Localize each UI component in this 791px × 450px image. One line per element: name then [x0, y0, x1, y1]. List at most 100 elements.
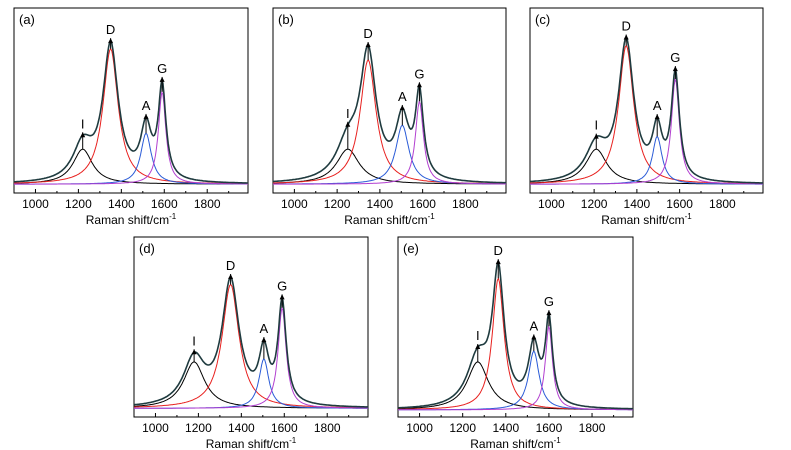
x-tick-label: 1800 — [314, 421, 341, 435]
peak-label-I: I — [346, 106, 350, 121]
peak-curve-A — [398, 350, 634, 411]
panel-label: (c) — [535, 12, 550, 27]
peak-curve-A — [273, 124, 506, 185]
x-axis-label-text: Raman shift/cm — [206, 437, 289, 450]
fit-envelope-curve — [398, 260, 633, 410]
annotation-arrowhead-D — [623, 34, 629, 40]
peak-curve-D — [272, 59, 506, 185]
x-tick-label: 1000 — [22, 197, 49, 211]
peak-label-A: A — [260, 321, 269, 336]
annotation-arrowhead-A — [261, 337, 267, 343]
panel-d: 1000 1200 1400 1600 1800 Raman shift/cm-1 (d) I… — [133, 236, 369, 450]
annotation-arrowhead-I — [593, 133, 599, 139]
panel-label: (a) — [19, 12, 35, 27]
panel-e: 1000 1200 1400 1600 1800 Raman shift/cm-1 (e) I… — [397, 236, 634, 450]
x-axis-label-superscript: -1 — [554, 436, 562, 445]
peak-label-G: G — [277, 278, 287, 293]
peak-label-I: I — [81, 116, 85, 131]
x-axis-label-superscript: -1 — [169, 212, 177, 221]
x-tick-label: 1800 — [452, 197, 479, 211]
x-tick-label: 1400 — [624, 197, 651, 211]
x-tick-label: 1800 — [709, 197, 736, 211]
x-tick-label: 1600 — [536, 421, 563, 435]
panel-label: (e) — [403, 241, 419, 256]
x-tick-label: 1000 — [406, 421, 433, 435]
peak-curve-G — [273, 100, 506, 185]
annotation-arrowhead-I — [475, 344, 481, 350]
panel-a: 1000 1200 1400 1600 1800 Raman shift/cm-1 (a) I… — [13, 7, 249, 227]
annotation-arrowhead-D — [108, 38, 114, 44]
annotation-arrowhead-G — [279, 294, 285, 300]
x-tick-label: 1400 — [228, 421, 255, 435]
peak-curve-G — [530, 77, 763, 185]
peak-label-A: A — [529, 318, 538, 333]
x-axis-label-text: Raman shift/cm — [344, 213, 427, 227]
x-axis-label-superscript: -1 — [685, 212, 693, 221]
fit-envelope-curve — [14, 40, 248, 184]
annotation-arrowhead-I — [345, 121, 351, 127]
x-tick-label: 1200 — [581, 197, 608, 211]
annotation-arrowhead-I — [191, 349, 197, 355]
annotation-arrowhead-G — [546, 310, 552, 316]
x-tick-label: 1800 — [194, 197, 221, 211]
x-tick-label: 1600 — [409, 197, 436, 211]
annotation-arrowhead-D — [228, 273, 234, 279]
x-tick-label: 1400 — [108, 197, 135, 211]
x-axis-label: Raman shift/cm-1 — [470, 436, 561, 450]
peak-curve-G — [134, 306, 368, 409]
peak-label-G: G — [544, 294, 554, 309]
peak-label-I: I — [192, 333, 196, 348]
panel-label: (b) — [278, 12, 294, 27]
plot-frame — [272, 7, 507, 194]
peak-curve-I — [133, 361, 368, 409]
x-axis-label: Raman shift/cm-1 — [344, 212, 435, 227]
panel-b: 1000 1200 1400 1600 1800 Raman shift/cm-1 (b) I… — [272, 7, 507, 227]
x-axis-label-superscript: -1 — [428, 212, 436, 221]
annotation-arrowhead-A — [399, 104, 405, 110]
panel-label: (d) — [139, 241, 155, 256]
peak-curve-D — [14, 48, 248, 185]
peak-label-D: D — [494, 243, 503, 258]
peak-curve-I — [529, 148, 763, 185]
peak-label-G: G — [414, 66, 424, 81]
x-axis-label-text: Raman shift/cm — [86, 213, 169, 227]
plot-frame — [13, 7, 249, 194]
peak-label-A: A — [653, 98, 662, 113]
plot-frame — [397, 236, 634, 418]
peak-label-I: I — [476, 328, 480, 343]
peak-label-A: A — [398, 89, 407, 104]
x-tick-label: 1000 — [142, 421, 169, 435]
x-tick-label: 1000 — [281, 197, 308, 211]
annotation-arrowhead-A — [143, 113, 149, 119]
annotation-arrowhead-A — [654, 114, 660, 120]
peak-curve-D — [530, 44, 763, 185]
x-axis-label: Raman shift/cm-1 — [206, 436, 297, 450]
x-tick-label: 1200 — [185, 421, 212, 435]
peak-label-D: D — [363, 26, 372, 41]
x-axis-label-text: Raman shift/cm — [470, 437, 553, 450]
peak-label-G: G — [670, 50, 680, 65]
peak-label-G: G — [157, 61, 167, 76]
annotation-arrowhead-I — [80, 132, 86, 138]
fit-envelope-curve — [529, 36, 763, 184]
annotation-arrowhead-G — [416, 82, 422, 88]
x-tick-label: 1000 — [538, 197, 565, 211]
fit-envelope-curve — [133, 275, 368, 408]
x-tick-label: 1600 — [666, 197, 693, 211]
x-tick-label: 1200 — [324, 197, 351, 211]
x-tick-label: 1600 — [271, 421, 298, 435]
plot-frame — [133, 236, 369, 418]
peak-curve-I — [14, 148, 248, 185]
x-tick-label: 1800 — [579, 421, 606, 435]
peak-label-I: I — [594, 118, 598, 133]
annotation-arrowhead-D — [495, 259, 501, 265]
annotation-arrowhead-D — [365, 42, 371, 48]
x-axis-label: Raman shift/cm-1 — [86, 212, 177, 227]
peak-label-D: D — [226, 258, 235, 273]
peak-curve-G — [14, 90, 248, 185]
peak-curve-G — [398, 325, 633, 411]
peak-label-A: A — [142, 98, 151, 113]
panel-c: 1000 1200 1400 1600 1800 Raman shift/cm-1 (c) I… — [529, 7, 764, 227]
peak-curve-D — [134, 283, 368, 409]
peak-curve-D — [398, 277, 633, 410]
